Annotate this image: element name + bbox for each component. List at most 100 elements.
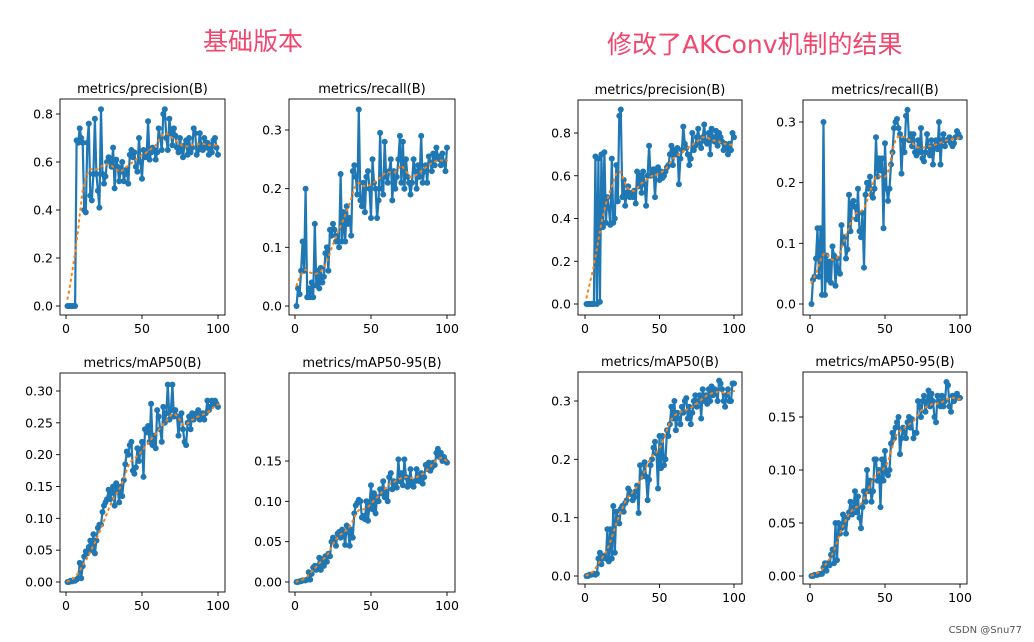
results-marker	[873, 456, 879, 463]
results-marker	[180, 426, 186, 433]
results-marker	[349, 168, 356, 175]
results-marker	[215, 151, 221, 158]
y-tick-label: 0.6	[33, 155, 53, 170]
results-marker	[327, 226, 333, 233]
results-marker	[882, 140, 888, 147]
results-marker	[611, 215, 618, 222]
chart-title: metrics/mAP50(B)	[601, 355, 719, 370]
results-marker	[687, 155, 694, 162]
results-marker	[828, 279, 834, 286]
chart-title: metrics/recall(B)	[831, 83, 938, 98]
results-marker	[619, 194, 626, 201]
results-marker	[638, 189, 645, 196]
y-tick-label: 0.05	[768, 516, 796, 531]
results-marker	[355, 106, 362, 113]
results-marker	[82, 209, 89, 216]
results-marker	[169, 381, 176, 388]
axes-frame	[577, 99, 743, 316]
results-marker	[368, 482, 374, 489]
results-marker	[722, 403, 729, 410]
results-marker	[726, 140, 733, 147]
results-marker	[333, 542, 339, 549]
results-marker	[310, 294, 317, 301]
results-marker	[665, 433, 672, 439]
results-marker	[880, 225, 887, 232]
results-marker	[714, 398, 721, 404]
results-marker	[398, 179, 405, 186]
results-marker	[816, 273, 822, 280]
results-marker	[407, 466, 414, 473]
results-marker	[296, 291, 303, 298]
smooth-line	[295, 159, 448, 287]
results-marker	[85, 120, 92, 127]
results-marker	[635, 510, 642, 516]
results-marker	[395, 156, 402, 163]
results-marker	[622, 202, 629, 209]
results-marker	[856, 228, 863, 235]
results-marker	[900, 137, 906, 144]
results-marker	[867, 173, 873, 180]
results-marker	[381, 138, 388, 145]
results-marker	[693, 403, 700, 410]
chart-panel: metrics/precision(B) 0 50 100 0.0 0.2 0.4 0.6 0.…	[551, 83, 746, 336]
results-marker	[108, 489, 115, 496]
results-marker	[375, 498, 382, 505]
chart-panel: metrics/mAP50-95(B) 0 50 100 0.00 0.05 0.10 0.1…	[254, 356, 459, 613]
x-tick-label: 100	[206, 598, 230, 613]
results-marker	[877, 167, 884, 174]
results-marker	[337, 171, 344, 177]
smooth-line	[66, 132, 219, 300]
axes-frame	[288, 98, 456, 316]
watermark: CSDN @Snu77	[948, 625, 1022, 636]
results-marker	[677, 155, 684, 162]
results-marker	[178, 410, 185, 417]
results-marker	[880, 477, 887, 484]
results-marker	[853, 509, 860, 516]
y-tick-label: 0.00	[768, 569, 796, 584]
results-marker	[957, 394, 963, 401]
results-marker	[859, 504, 866, 511]
y-tick-label: 0.05	[254, 534, 282, 549]
results-marker	[916, 403, 923, 410]
results-marker	[698, 145, 705, 151]
x-tick-label: 100	[206, 321, 230, 336]
results-marker	[855, 185, 861, 192]
results-marker	[146, 156, 153, 163]
results-marker	[928, 390, 935, 397]
results-marker	[850, 504, 857, 511]
results-marker	[368, 215, 374, 221]
results-marker	[387, 156, 394, 163]
y-tick-label: 0.2	[262, 181, 282, 196]
results-marker	[410, 156, 417, 163]
results-marker	[139, 438, 145, 445]
x-tick-label: 100	[722, 321, 746, 336]
results-marker	[879, 456, 885, 463]
results-marker	[719, 386, 726, 393]
results-marker	[421, 168, 428, 175]
results-marker	[707, 398, 714, 404]
results-marker	[155, 413, 162, 420]
results-marker	[84, 550, 91, 557]
results-marker	[398, 470, 405, 477]
results-marker	[940, 131, 947, 138]
results-marker	[596, 549, 603, 556]
results-marker	[128, 438, 135, 445]
chart-panel: metrics/mAP50(B) 0 50 100 0.0 0.1 0.2 0.3	[551, 355, 746, 605]
results-marker	[360, 179, 367, 186]
results-marker	[164, 381, 171, 388]
results-marker	[689, 130, 696, 136]
results-marker	[155, 125, 162, 132]
results-marker	[187, 149, 194, 156]
results-marker	[666, 151, 673, 158]
results-marker	[175, 432, 182, 439]
results-marker	[924, 131, 930, 138]
results-marker	[918, 414, 924, 420]
results-marker	[346, 215, 353, 221]
results-marker	[913, 429, 920, 436]
y-tick-label: 0.15	[768, 410, 796, 425]
results-marker	[695, 125, 702, 132]
chart-title: metrics/recall(B)	[318, 82, 425, 97]
results-marker	[401, 456, 408, 463]
results-marker	[849, 511, 855, 518]
